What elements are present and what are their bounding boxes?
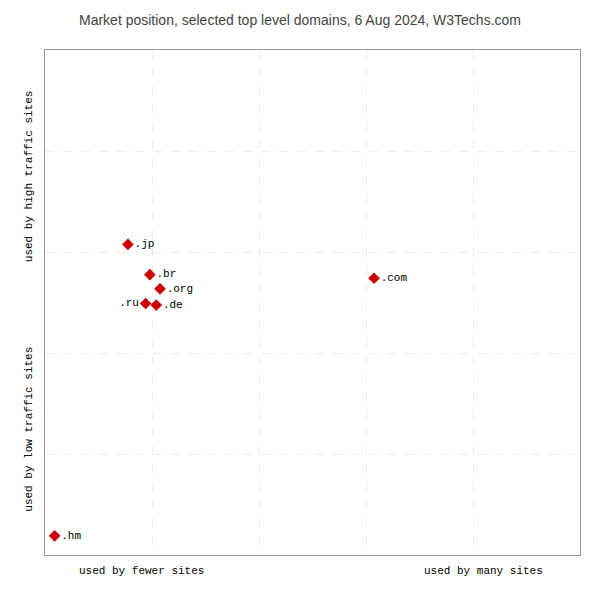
svg-text:.jp: .jp xyxy=(135,238,155,250)
svg-text:.ru: .ru xyxy=(119,297,139,309)
svg-text:Market position, selected top: Market position, selected top level doma… xyxy=(79,12,521,28)
svg-text:.org: .org xyxy=(167,283,193,295)
svg-text:.com: .com xyxy=(381,272,408,284)
svg-text:.br: .br xyxy=(156,268,176,280)
svg-text:.hm: .hm xyxy=(61,530,81,542)
svg-text:used by high traffic sites: used by high traffic sites xyxy=(23,91,35,263)
svg-text:.de: .de xyxy=(163,299,183,311)
svg-text:used by fewer sites: used by fewer sites xyxy=(79,565,204,577)
svg-text:used by many sites: used by many sites xyxy=(424,565,543,577)
svg-text:used by low traffic sites: used by low traffic sites xyxy=(23,347,35,512)
